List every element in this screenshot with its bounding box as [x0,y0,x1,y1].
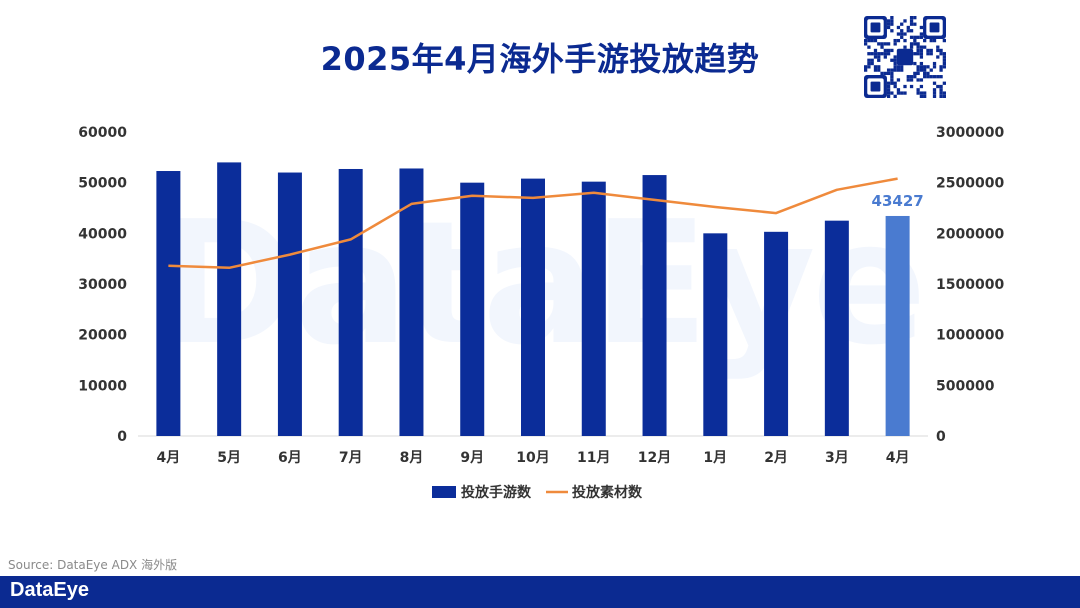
bar [460,182,485,436]
y-right-tick-label: 2500000 [936,176,1004,192]
x-tick-label: 3月 [825,450,849,466]
bar [642,175,667,437]
bar [703,233,728,436]
y-right-tick-label: 1000000 [936,328,1004,344]
y-right-tick-label: 0 [936,429,946,445]
bar [581,181,606,436]
x-tick-label: 6月 [278,450,302,466]
y-left-tick-label: 60000 [78,125,127,141]
qr-code-icon [864,16,946,98]
y-right-tick-label: 500000 [936,378,995,394]
y-left-tick-label: 10000 [78,378,127,394]
legend-label-line: 投放素材数 [572,484,643,501]
x-tick-label: 7月 [339,450,363,466]
bar [277,172,302,437]
y-right-tick-label: 1500000 [936,277,1004,293]
chart: 0 10000 20000 30000 40000 50000 60000 0 500000 10… [78,125,1004,501]
x-tick-label: 5月 [217,450,241,466]
bar [885,215,910,436]
y-left-tick-label: 40000 [78,226,127,242]
x-tick-label: 4月 [157,450,181,466]
y-left-tick-label: 20000 [78,328,127,344]
y-right-tick-label: 3000000 [936,125,1004,141]
x-tick-label: 2月 [764,450,788,466]
y-left-tick-label: 0 [117,429,127,445]
page-title: 2025年4月海外手游投放趋势 [320,40,760,78]
x-tick-label: 1月 [703,450,727,466]
y-left-tick-label: 30000 [78,277,127,293]
y-left-tick-label: 50000 [78,176,127,192]
data-label: 43427 [872,192,924,210]
bar [399,168,424,437]
bar [156,171,181,436]
x-tick-label: 11月 [577,450,610,466]
legend-swatch-bar [432,486,456,498]
x-tick-label: 10月 [516,450,549,466]
dataeye-logo: DataEye [10,579,89,601]
bar [764,231,789,436]
bar [521,178,545,436]
x-tick-label: 8月 [400,450,424,466]
x-tick-label: 4月 [886,450,910,466]
bar [217,162,242,436]
x-tick-label: 12月 [638,450,671,466]
x-tick-label: 9月 [460,450,484,466]
bar [824,220,849,436]
footer-bar: DataEye [0,576,1080,608]
legend-label-bar: 投放手游数 [461,484,532,501]
source-note: Source: DataEye ADX 海外版 [8,558,178,572]
bar [338,168,363,436]
y-right-tick-label: 2000000 [936,226,1004,242]
